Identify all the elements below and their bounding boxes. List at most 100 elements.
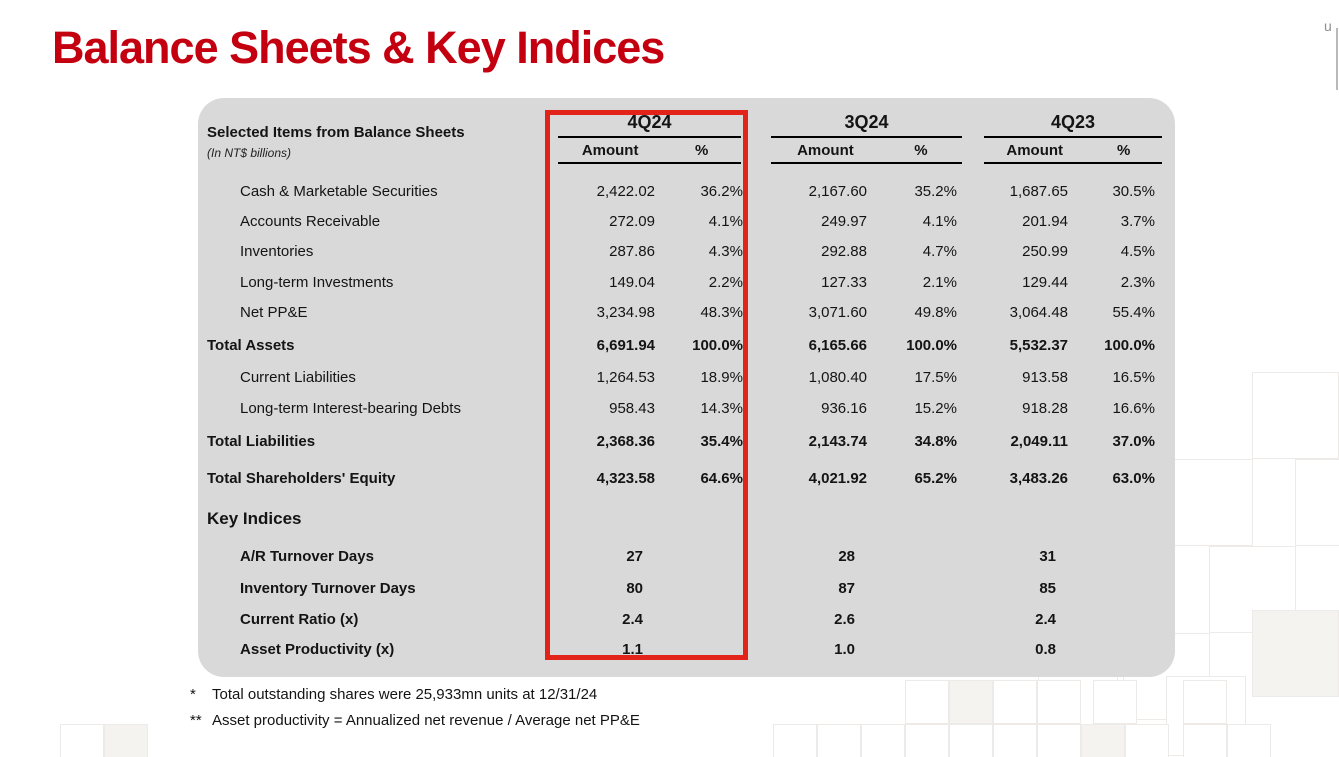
mosaic-square (60, 724, 104, 757)
percent-value: 17.5% (914, 369, 957, 386)
row-label: Total Assets (207, 336, 295, 354)
amount-value: 287.86 (609, 243, 655, 260)
row-label: Inventories (240, 243, 314, 260)
column-gap (957, 362, 985, 393)
amount-value: 3,064.48 (1009, 304, 1068, 321)
amount-value: 2,143.74 (808, 433, 867, 450)
key-index-value: 28 (838, 548, 855, 565)
key-index-value: 31 (1039, 548, 1056, 565)
column-gap (957, 604, 985, 634)
table-row: Accounts Receivable 272.09 4.1% 249.97 4.1% 2… (207, 206, 1155, 236)
amount-value: 272.09 (609, 212, 655, 230)
column-gap (867, 604, 957, 634)
column-gap (1068, 540, 1155, 573)
footnote-text: Total outstanding shares were 25,933mn u… (212, 686, 598, 703)
column-gap (743, 362, 771, 393)
percent-value: 15.2% (914, 399, 957, 417)
key-index-value: 0.8 (1035, 640, 1056, 658)
amount-value: 1,687.65 (1009, 182, 1068, 200)
amount-value: 2,422.02 (596, 182, 655, 200)
amount-value: 250.99 (1022, 243, 1068, 260)
percent-value: 2.2% (708, 273, 743, 291)
row-label: Accounts Receivable (240, 212, 381, 230)
percent-value: 14.3% (700, 399, 743, 417)
amount-value: 127.33 (821, 273, 867, 291)
column-gap (743, 393, 771, 423)
mosaic-square (993, 680, 1037, 724)
mosaic-square (1125, 724, 1169, 757)
percent-value: 49.8% (914, 304, 957, 321)
amount-value: 4,021.92 (808, 470, 867, 487)
column-gap (743, 176, 771, 206)
amount-value: 6,691.94 (596, 336, 655, 354)
column-gap (1068, 573, 1155, 604)
key-index-value: 80 (626, 580, 643, 597)
row-label: Long-term Investments (240, 273, 394, 291)
column-gap (957, 393, 985, 423)
percent-value: 2.3% (1120, 273, 1155, 291)
row-label: Cash & Marketable Securities (240, 182, 438, 200)
amount-value: 149.04 (609, 273, 655, 291)
column-gap (655, 573, 743, 604)
table-row: Long-term Interest-bearing Debts 958.43 14… (207, 393, 1155, 423)
percent-value: 4.5% (1120, 243, 1155, 260)
column-gap (957, 460, 985, 497)
key-index-value: 27 (626, 548, 643, 565)
percent-value: 16.6% (1112, 399, 1155, 417)
table-row: Long-term Investments 149.04 2.2% 127.33 2.1… (207, 267, 1155, 297)
percent-value: 4.1% (922, 212, 957, 230)
footnote-marker: * (190, 686, 196, 703)
percent-value: 2.1% (922, 273, 957, 291)
percent-value: 55.4% (1112, 304, 1155, 321)
amount-value: 292.88 (821, 243, 867, 260)
right-edge-line (1336, 28, 1338, 90)
column-gap (957, 423, 985, 460)
mosaic-square (949, 724, 993, 757)
mosaic-square (1295, 459, 1339, 546)
percent-value: 63.0% (1112, 470, 1155, 487)
key-index-row: Current Ratio (x) 2.4 2.6 2.4 (207, 604, 1155, 634)
column-gap (743, 267, 771, 297)
column-gap (957, 328, 985, 362)
key-index-value: 85 (1039, 580, 1056, 597)
percent-column-header: % (914, 142, 928, 159)
mosaic-square (861, 724, 905, 757)
quarter-label: 3Q24 (771, 112, 962, 138)
percent-value: 34.8% (914, 433, 957, 450)
percent-value: 30.5% (1112, 182, 1155, 200)
quarter-label: 4Q24 (558, 112, 741, 138)
balance-sheet-table: Cash & Marketable Securities 2,422.02 36.2… (207, 176, 1155, 664)
column-gap (867, 634, 957, 664)
percent-value: 35.4% (700, 433, 743, 450)
column-gap (867, 540, 957, 573)
column-gap (957, 236, 985, 267)
column-gap (957, 540, 985, 573)
percent-value: 100.0% (1104, 336, 1155, 354)
amount-value: 5,532.37 (1009, 336, 1068, 354)
amount-value: 6,165.66 (808, 336, 867, 354)
key-index-value: 2.6 (834, 610, 855, 628)
amount-value: 201.94 (1022, 212, 1068, 230)
key-index-value: 1.0 (834, 640, 855, 658)
mosaic-square (905, 680, 949, 724)
percent-value: 4.7% (922, 243, 957, 260)
table-row: Total Assets 6,691.94 100.0% 6,165.66 100.0%… (207, 328, 1155, 362)
key-index-label: Asset Productivity (x) (240, 640, 395, 658)
amount-value: 3,071.60 (808, 304, 867, 321)
balance-sheet-card: Selected Items from Balance Sheets (In N… (198, 98, 1175, 677)
column-gap (743, 328, 771, 362)
column-gap (1068, 604, 1155, 634)
slide-title: Balance Sheets & Key Indices (52, 22, 665, 73)
quarter-label: 4Q23 (984, 112, 1162, 138)
amount-value: 958.43 (609, 399, 655, 417)
key-index-value: 2.4 (622, 610, 643, 628)
percent-value: 65.2% (914, 470, 957, 487)
percent-value: 37.0% (1112, 433, 1155, 450)
row-label: Net PP&E (240, 304, 308, 321)
column-gap (743, 206, 771, 236)
row-label: Total Shareholders' Equity (207, 470, 396, 487)
column-gap (743, 423, 771, 460)
mosaic-square (817, 724, 861, 757)
key-index-value: 87 (838, 580, 855, 597)
footnote: * Total outstanding shares were 25,933mn … (190, 686, 640, 703)
